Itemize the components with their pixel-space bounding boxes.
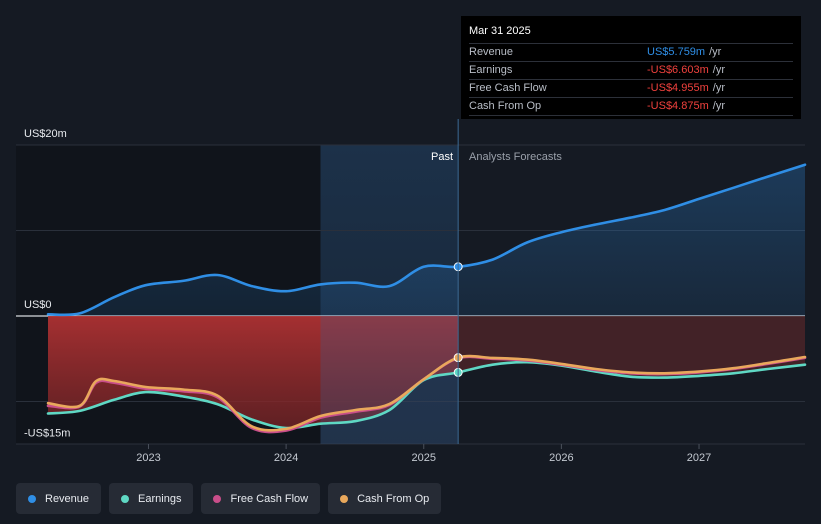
x-tick-label: 2025	[412, 452, 436, 464]
legend-item-cash-from-op[interactable]: Cash From Op	[328, 483, 442, 514]
legend-label: Cash From Op	[357, 492, 430, 505]
legend-item-earnings[interactable]: Earnings	[109, 483, 194, 514]
legend-label: Free Cash Flow	[230, 492, 309, 505]
loss-area-past	[48, 316, 459, 429]
revenue-line	[46, 163, 807, 317]
tooltip-label: Cash From Op	[469, 100, 542, 112]
x-tick-label: 2023	[136, 452, 160, 464]
tooltip-label: Free Cash Flow	[469, 82, 547, 94]
tooltip-row-free-cash-flow: Free Cash Flow -US$4.955m /yr	[469, 80, 793, 98]
tooltip-date: Mar 31 2025	[469, 24, 793, 44]
y-axis-label: -US$15m	[24, 427, 70, 439]
tooltip-value: US$5.759m	[647, 46, 706, 58]
past-band-overlay	[320, 316, 459, 444]
legend-label: Revenue	[45, 492, 90, 505]
chart-legend: Revenue Earnings Free Cash Flow Cash Fro…	[16, 483, 442, 514]
y-axis-label: US$20m	[24, 128, 67, 140]
free-cash-flow-dot-icon	[213, 494, 222, 503]
tooltip-unit: /yr	[712, 82, 725, 94]
legend-item-free-cash-flow[interactable]: Free Cash Flow	[201, 483, 321, 514]
past-label: Past	[431, 151, 453, 163]
tooltip-row-earnings: Earnings -US$6.603m /yr	[469, 62, 793, 80]
revenue-dot-icon	[28, 494, 36, 503]
forecast-label: Analysts Forecasts	[469, 151, 562, 163]
revenue-area	[48, 164, 805, 316]
cash-from-op-dot-icon	[340, 494, 349, 503]
legend-label: Earnings	[138, 492, 182, 505]
tooltip-label: Revenue	[469, 46, 514, 58]
tooltip-value: -US$4.955m	[647, 82, 709, 94]
tooltip-unit: /yr	[712, 100, 725, 112]
x-tick-label: 2027	[687, 452, 711, 464]
x-tick-label: 2024	[274, 452, 298, 464]
tooltip-unit: /yr	[709, 46, 722, 58]
legend-item-revenue[interactable]: Revenue	[16, 483, 102, 514]
y-axis-label: US$0	[24, 299, 52, 311]
earnings-dot-icon	[121, 494, 130, 503]
x-tick-label: 2026	[549, 452, 573, 464]
tooltip-value: -US$6.603m	[647, 64, 709, 76]
tooltip-row-cash-from-op: Cash From Op -US$4.875m /yr	[469, 98, 793, 116]
tooltip-value: -US$4.875m	[647, 100, 709, 112]
tooltip-label: Earnings	[469, 64, 513, 76]
data-tooltip: Mar 31 2025 Revenue US$5.759m /yr Earnin…	[461, 16, 801, 119]
cash-from-op-line	[46, 354, 807, 432]
tooltip-unit: /yr	[712, 64, 725, 76]
tooltip-row-revenue: Revenue US$5.759m /yr	[469, 44, 793, 62]
